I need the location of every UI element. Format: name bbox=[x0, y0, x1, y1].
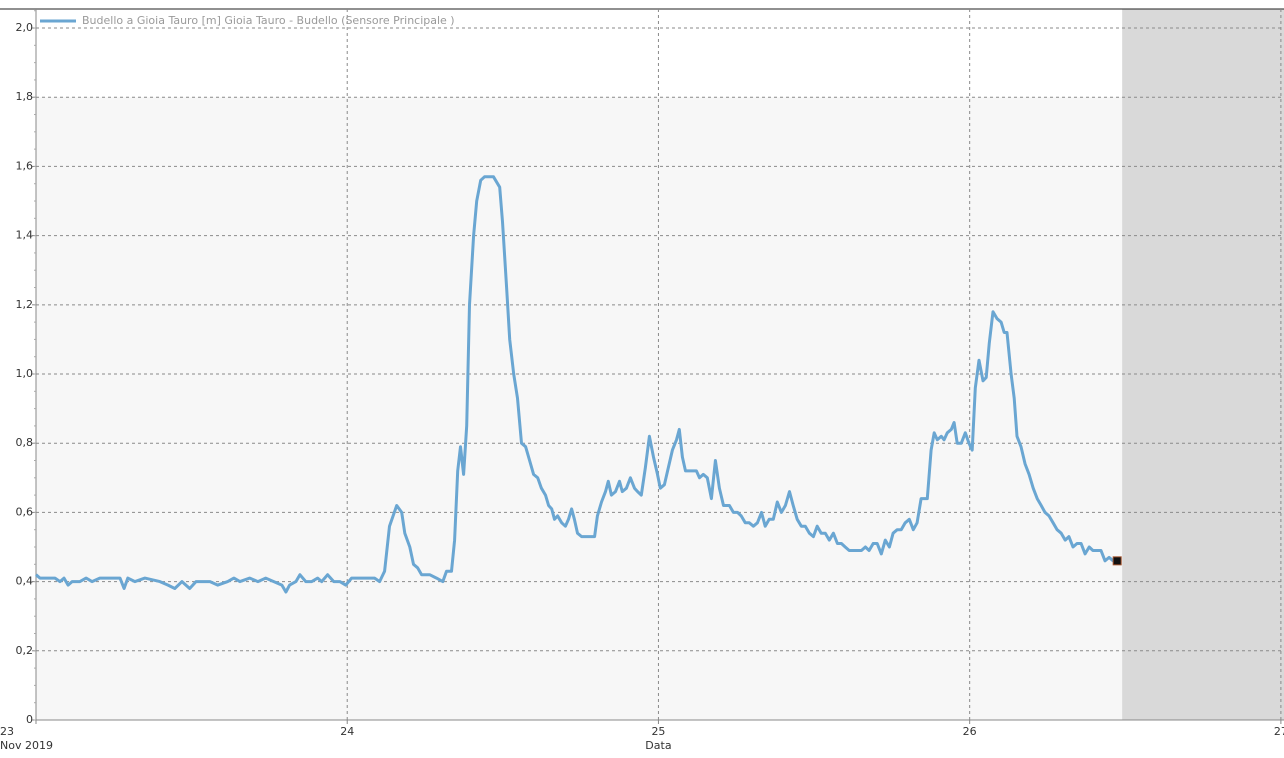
y-tick-label: 0,6 bbox=[16, 505, 34, 518]
y-tick-label: 0,8 bbox=[16, 436, 34, 449]
x-sublabel: Nov 2019 bbox=[0, 739, 53, 752]
y-tick-label: 2,0 bbox=[16, 21, 34, 34]
y-tick-label: 1,2 bbox=[16, 298, 34, 311]
legend-label: Budello a Gioia Tauro [m] Gioia Tauro - … bbox=[82, 14, 455, 27]
future-region bbox=[1122, 9, 1284, 720]
x-tick-label: 27 bbox=[1274, 725, 1284, 738]
x-axis-title: Data bbox=[645, 739, 671, 752]
x-tick-label: 26 bbox=[963, 725, 977, 738]
y-tick-label: 1,4 bbox=[16, 229, 34, 242]
x-tick-label: 25 bbox=[651, 725, 665, 738]
y-tick-label: 0 bbox=[26, 713, 33, 726]
x-tick-label: 24 bbox=[340, 725, 354, 738]
x-tick-label: 23 bbox=[0, 725, 14, 738]
y-tick-label: 1,0 bbox=[16, 367, 34, 380]
plot-band bbox=[36, 9, 1284, 98]
y-tick-label: 1,8 bbox=[16, 90, 34, 103]
y-tick-label: 0,4 bbox=[16, 575, 34, 588]
y-tick-label: 0,2 bbox=[16, 644, 34, 657]
y-tick-label: 1,6 bbox=[16, 159, 34, 172]
plot-background bbox=[36, 9, 1284, 720]
last-point-marker bbox=[1112, 556, 1122, 566]
series-line bbox=[35, 175, 1118, 594]
